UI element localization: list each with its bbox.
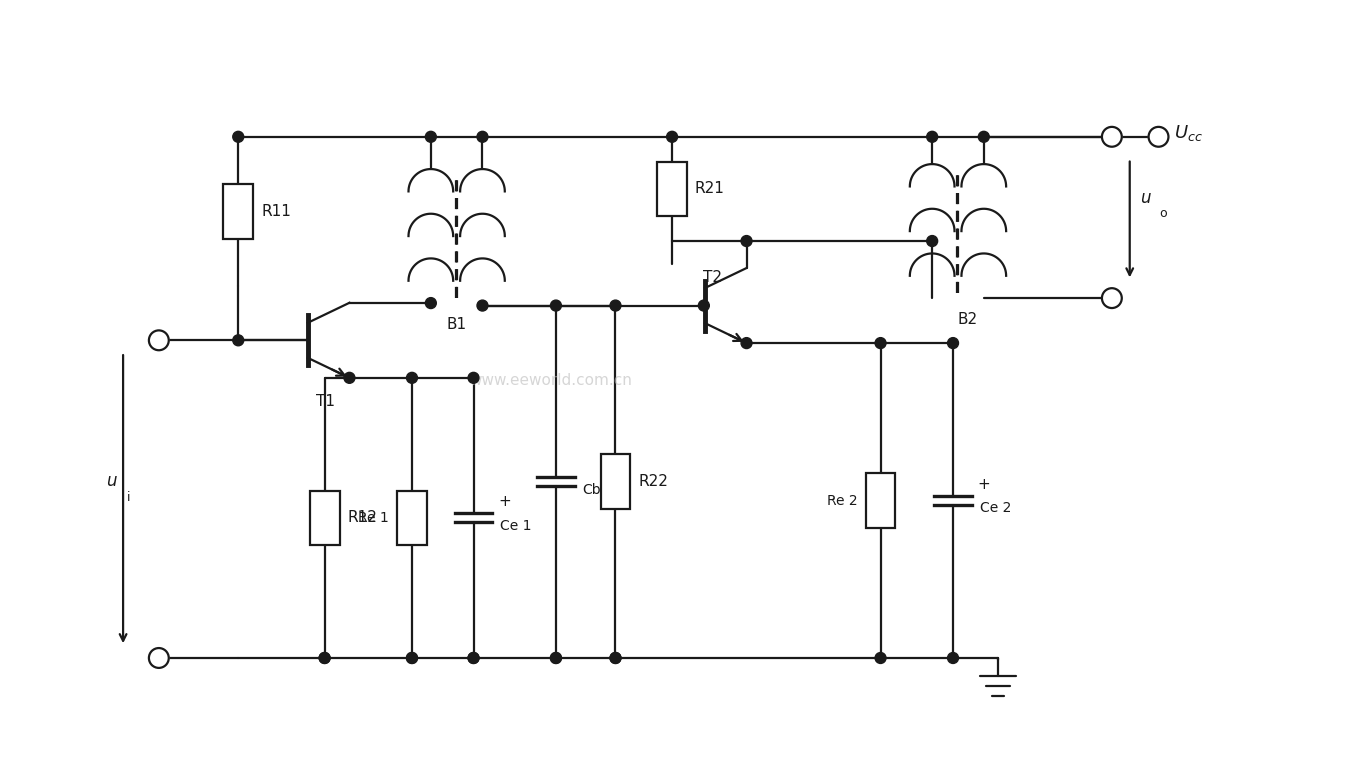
Circle shape — [233, 335, 244, 346]
Circle shape — [927, 236, 938, 246]
Bar — [865, 474, 895, 528]
Circle shape — [426, 298, 437, 308]
Text: Cb: Cb — [583, 483, 602, 496]
Bar — [224, 184, 253, 239]
Circle shape — [947, 337, 958, 349]
Text: +: + — [977, 477, 991, 492]
Text: Re 2: Re 2 — [827, 493, 857, 507]
Circle shape — [319, 653, 330, 663]
Text: i: i — [127, 490, 131, 503]
Bar — [657, 161, 687, 216]
Circle shape — [319, 653, 330, 663]
Bar — [397, 490, 427, 545]
Text: +: + — [498, 494, 511, 509]
Text: Re 1: Re 1 — [359, 511, 389, 525]
Circle shape — [610, 653, 621, 663]
Text: Ce 1: Ce 1 — [501, 519, 532, 533]
Circle shape — [468, 373, 479, 383]
Circle shape — [476, 300, 487, 311]
Bar — [601, 454, 631, 509]
Circle shape — [741, 236, 752, 246]
Text: u: u — [105, 472, 116, 490]
Text: Ce 2: Ce 2 — [980, 502, 1011, 516]
Circle shape — [666, 132, 677, 142]
Bar — [310, 490, 340, 545]
Circle shape — [1102, 127, 1122, 147]
Text: u: u — [1140, 189, 1151, 207]
Circle shape — [699, 300, 710, 311]
Circle shape — [947, 653, 958, 663]
Circle shape — [407, 653, 418, 663]
Circle shape — [407, 373, 418, 383]
Circle shape — [1148, 127, 1168, 147]
Circle shape — [1102, 288, 1122, 308]
Text: www.eeworld.com.cn: www.eeworld.com.cn — [470, 373, 632, 388]
Text: B1: B1 — [446, 317, 467, 333]
Circle shape — [550, 653, 561, 663]
Circle shape — [468, 653, 479, 663]
Circle shape — [149, 330, 169, 350]
Circle shape — [468, 653, 479, 663]
Circle shape — [875, 653, 886, 663]
Circle shape — [550, 300, 561, 311]
Circle shape — [979, 132, 990, 142]
Circle shape — [149, 648, 169, 668]
Text: B2: B2 — [958, 312, 977, 327]
Text: R22: R22 — [639, 474, 669, 490]
Circle shape — [426, 132, 437, 142]
Circle shape — [550, 653, 561, 663]
Circle shape — [344, 373, 355, 383]
Circle shape — [610, 300, 621, 311]
Circle shape — [407, 653, 418, 663]
Text: T1: T1 — [315, 395, 334, 409]
Text: $U_{cc}$: $U_{cc}$ — [1174, 123, 1204, 143]
Circle shape — [476, 132, 487, 142]
Text: o: o — [1159, 207, 1167, 220]
Text: R12: R12 — [348, 510, 377, 526]
Circle shape — [741, 337, 752, 349]
Text: R21: R21 — [695, 181, 725, 197]
Circle shape — [610, 653, 621, 663]
Text: R11: R11 — [261, 203, 291, 219]
Circle shape — [927, 132, 938, 142]
Text: T2: T2 — [703, 270, 722, 285]
Circle shape — [875, 337, 886, 349]
Circle shape — [233, 132, 244, 142]
